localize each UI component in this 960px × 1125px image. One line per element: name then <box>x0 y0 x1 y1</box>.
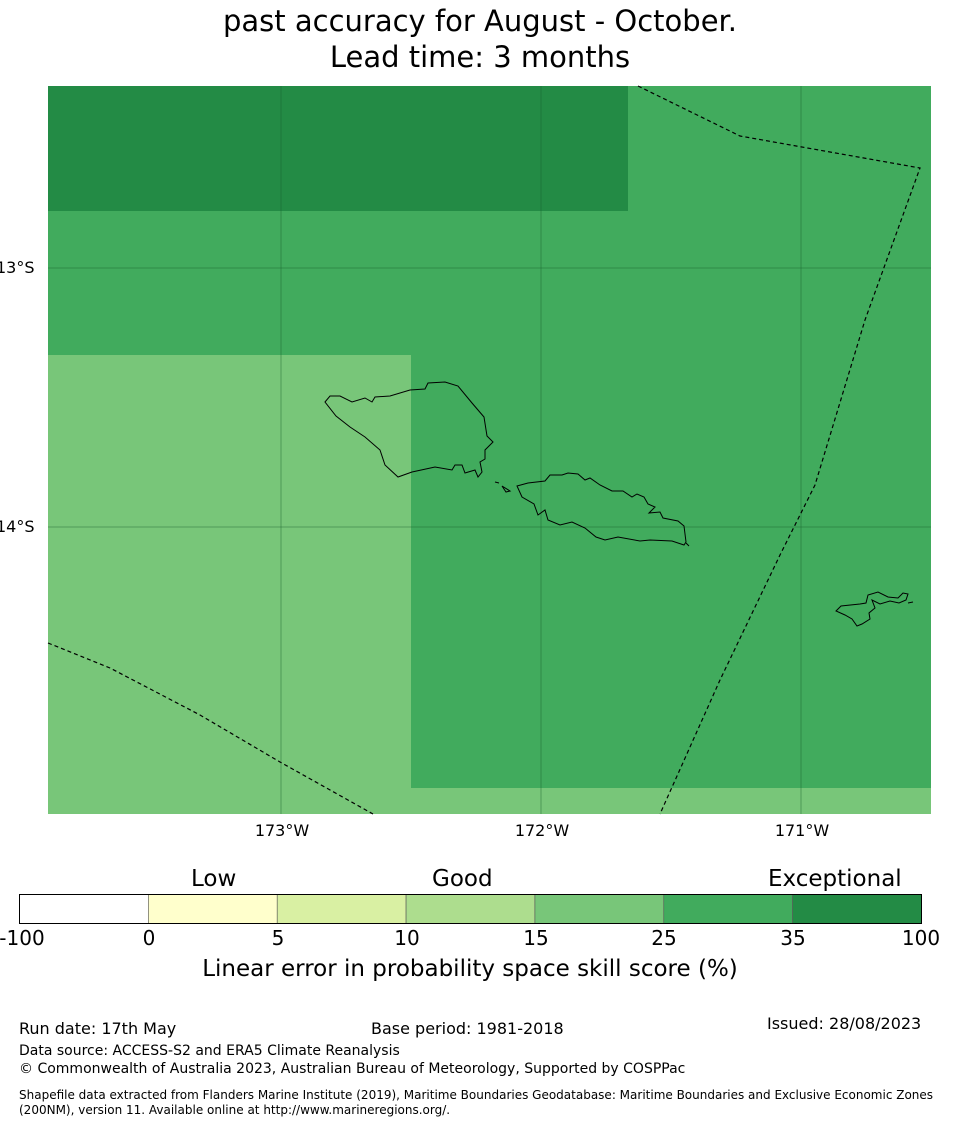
cell-35-100 <box>48 86 628 211</box>
lat-label-14s: 14°S <box>0 517 35 536</box>
tick-label: 10 <box>394 926 420 950</box>
colorbar-segment <box>663 894 793 924</box>
savaii-island <box>324 381 494 478</box>
category-low: Low <box>191 866 237 892</box>
tutuila-island <box>835 591 909 627</box>
colorbar-segment <box>19 894 149 924</box>
aunuu-islet <box>907 601 914 604</box>
category-exceptional: Exceptional <box>768 866 902 892</box>
cell-25-35 <box>48 86 931 788</box>
lon-label-171w: 171°W <box>774 821 830 840</box>
run-date: Run date: 17th May <box>19 1019 177 1038</box>
tick-label: 100 <box>901 926 941 950</box>
upolu-island <box>516 472 687 546</box>
apolima-island <box>494 481 500 484</box>
nuutele-islet <box>685 542 690 547</box>
map-title-line1: past accuracy for August - October. <box>222 4 738 38</box>
manono-island <box>501 485 512 493</box>
tick-label: 5 <box>271 926 285 950</box>
colorbar-segment <box>792 894 922 924</box>
lon-label-173w: 173°W <box>254 821 310 840</box>
colorbar-segment <box>405 894 536 924</box>
shapefile-credit: Shapefile data extracted from Flanders M… <box>19 1088 934 1117</box>
skill-map <box>47 85 931 815</box>
colorbar <box>19 894 922 924</box>
issued-date: Issued: 28/08/2023 <box>767 1014 922 1033</box>
map-title-line2: Lead time: 3 months <box>329 40 631 74</box>
colorbar-caption: Linear error in probability space skill … <box>202 956 738 982</box>
tick-label: 35 <box>780 926 806 950</box>
colorbar-segments <box>19 894 922 924</box>
eez-boundary-southwest <box>47 642 374 815</box>
base-period: Base period: 1981-2018 <box>371 1019 564 1038</box>
maritime-boundaries <box>47 85 921 815</box>
lat-label-13s: 13°S <box>0 258 35 277</box>
colorbar-segment <box>148 894 278 924</box>
data-source: Data source: ACCESS-S2 and ERA5 Climate … <box>19 1043 400 1059</box>
category-good: Good <box>432 866 493 892</box>
tick-label: 0 <box>142 926 156 950</box>
colorbar-frame <box>19 894 922 924</box>
graticule <box>48 86 931 814</box>
copyright: © Commonwealth of Australia 2023, Austra… <box>19 1061 686 1077</box>
lon-label-172w: 172°W <box>514 821 570 840</box>
tick-label: -100 <box>0 926 45 950</box>
tick-label: 25 <box>651 926 677 950</box>
colorbar-segment <box>276 894 407 924</box>
tick-label: 15 <box>523 926 549 950</box>
colorbar-segment <box>534 894 665 924</box>
coastlines <box>324 381 914 627</box>
